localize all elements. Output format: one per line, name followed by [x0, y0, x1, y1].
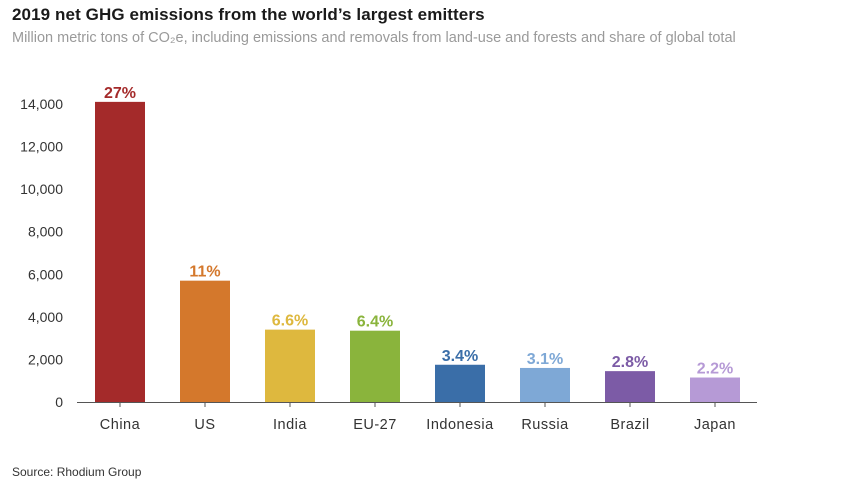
- x-tick-label: Indonesia: [426, 417, 494, 433]
- bar-eu-27: [350, 330, 400, 402]
- bar-us: [180, 280, 230, 402]
- y-tick-label: 6,000: [28, 266, 63, 282]
- bar-russia: [520, 367, 570, 402]
- chart-subtitle: Million metric tons of CO₂e, including e…: [12, 30, 736, 46]
- data-label: 27%: [104, 85, 136, 102]
- bars: 27% 11% 6.6% 6.4% 3.4% 3.1% 2.8% 2.2%: [95, 85, 740, 402]
- data-label: 6.6%: [272, 313, 308, 330]
- bar-indonesia: [435, 364, 485, 402]
- x-tick-label: Japan: [694, 417, 736, 433]
- data-label: 11%: [189, 264, 220, 281]
- x-tick-label: Brazil: [610, 417, 649, 433]
- y-tick-label: 2,000: [28, 351, 63, 367]
- y-tick-label: 4,000: [28, 309, 63, 325]
- x-tick-label: India: [273, 417, 307, 433]
- y-tick-label: 8,000: [28, 224, 63, 240]
- data-label: 3.1%: [527, 351, 563, 368]
- x-tick-label: Russia: [521, 417, 569, 433]
- data-label: 6.4%: [357, 314, 393, 331]
- bar-india: [265, 329, 315, 402]
- y-tick-label: 10,000: [20, 181, 63, 197]
- x-tick-label: EU-27: [353, 417, 397, 433]
- data-label: 2.8%: [612, 354, 648, 371]
- x-axis: China US India EU-27 Indonesia Russia Brazil Ja…: [77, 402, 757, 433]
- y-axis: 0 2,000 4,000 6,000 8,000 10,000 12,000 14,000: [20, 96, 63, 410]
- bar-brazil: [605, 371, 655, 402]
- data-label: 3.4%: [442, 348, 478, 365]
- chart-title: 2019 net GHG emissions from the world’s …: [12, 5, 485, 24]
- data-label: 2.2%: [697, 361, 733, 378]
- bar-china: [95, 101, 145, 402]
- y-tick-label: 0: [55, 394, 63, 410]
- y-tick-label: 12,000: [20, 139, 63, 155]
- x-tick-label: US: [194, 417, 215, 433]
- x-tick-label: China: [100, 417, 141, 433]
- y-tick-label: 14,000: [20, 96, 63, 112]
- bar-japan: [690, 377, 740, 402]
- source-note: Source: Rhodium Group: [12, 465, 142, 479]
